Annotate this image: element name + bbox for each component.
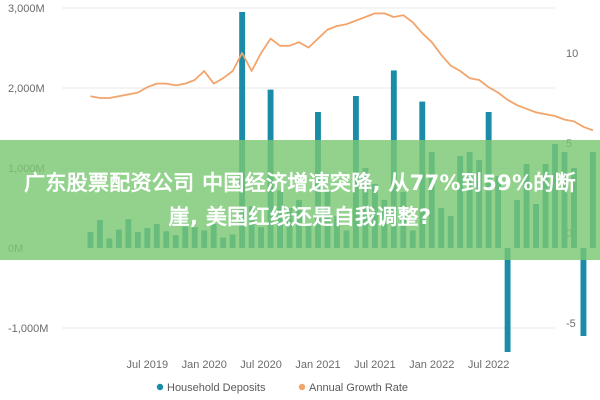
bar-household-deposits [580, 248, 587, 336]
x-tick-label: Jul 2019 [127, 359, 169, 371]
bar-household-deposits [239, 12, 246, 248]
line-annual-growth-rate [90, 12, 594, 132]
x-tick-label: Jan 2020 [182, 359, 227, 371]
y-left-tick-label: -1,000M [8, 323, 48, 335]
y-left-tick-label: 3,000M [8, 3, 45, 15]
x-tick-label: Jul 2020 [240, 359, 282, 371]
legend-label: Household Deposits [167, 382, 266, 394]
legend-label: Annual Growth Rate [309, 382, 408, 394]
x-tick-label: Jan 2021 [295, 359, 340, 371]
legend: Household Deposits Annual Growth Rate [156, 382, 408, 394]
headline-text: 广东股票配资公司 中国经济增速突降, 从77%到59%的断崖, 美国红线还是自我… [24, 171, 576, 229]
line-annual-growth-rate-path [90, 12, 594, 132]
legend-marker [298, 383, 306, 391]
legend-marker [156, 383, 164, 391]
bar-household-deposits [504, 248, 511, 352]
y-right-tick-label: 10 [566, 48, 578, 60]
x-tick-label: Jul 2022 [468, 359, 510, 371]
x-axis: Jul 2019 Jan 2020 Jul 2020 Jan 2021 Jul 2021… [127, 359, 510, 371]
x-tick-label: Jul 2021 [354, 359, 396, 371]
x-tick-label: Jan 2022 [409, 359, 454, 371]
y-right-tick-label: -5 [566, 318, 576, 330]
y-left-tick-label: 2,000M [8, 83, 45, 95]
headline-banner: 广东股票配资公司 中国经济增速突降, 从77%到59%的断崖, 美国红线还是自我… [0, 140, 600, 260]
